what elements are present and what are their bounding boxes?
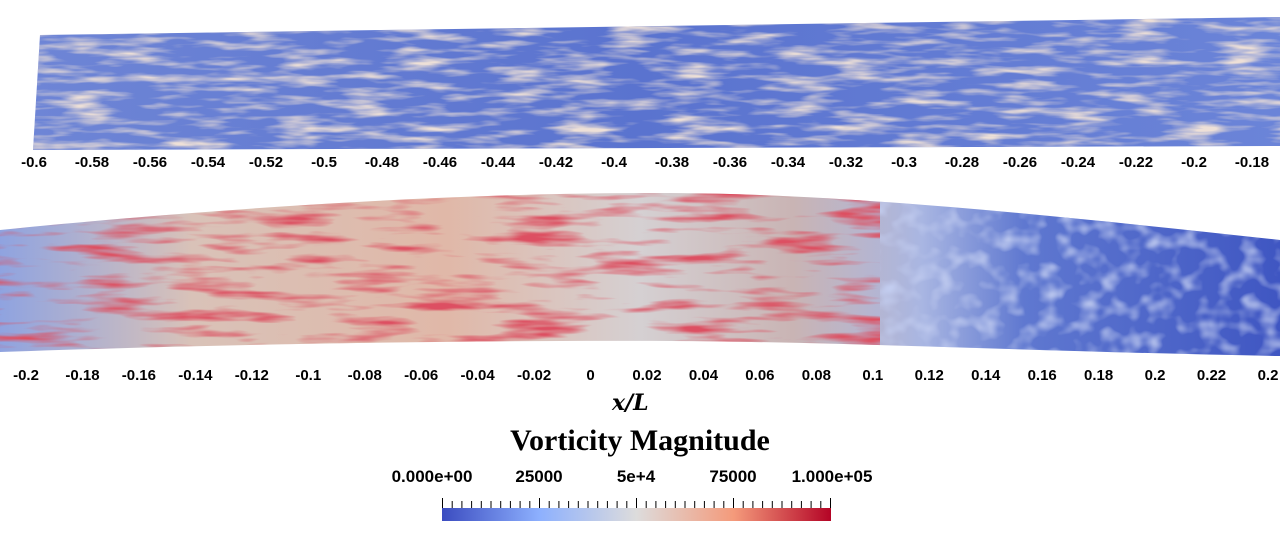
bottom-axis-tick-label: -0.12: [234, 367, 269, 384]
bottom-axis-tick-label: -0.04: [460, 367, 495, 384]
bottom-axis-tick-label: 0.2: [1257, 367, 1279, 384]
bottom-axis-tick-label: -0.16: [121, 367, 157, 384]
bump-contour-panel: [0, 192, 1280, 356]
top-axis-tick-label: -0.6: [21, 154, 47, 171]
top-axis-tick-label: -0.38: [654, 154, 690, 171]
top-axis-tick-label: -0.18: [1234, 154, 1270, 171]
top-axis-tick-label: -0.58: [74, 154, 110, 171]
top-axis-tick-label: -0.42: [538, 154, 574, 171]
top-axis-tick-label: -0.4: [601, 154, 627, 171]
top-axis-tick-label: -0.52: [248, 154, 284, 171]
bottom-axis-tick-label: 0.1: [862, 367, 884, 384]
top-axis-tick-label: -0.5: [311, 154, 337, 171]
top-axis-tick-label: -0.26: [1002, 154, 1038, 171]
top-axis-tick-label: -0.2: [1181, 154, 1207, 171]
colorbar-title: Vorticity Magnitude: [510, 424, 770, 457]
colorbar-tick-label: 1.000e+05: [791, 467, 873, 486]
bottom-axis-tick-label: -0.02: [516, 367, 552, 384]
bottom-axis-tick-label: -0.14: [178, 367, 213, 384]
bottom-axis-tick-label: 0.16: [1027, 367, 1057, 384]
top-axis-tick-label: -0.54: [190, 154, 226, 171]
bottom-axis-tick-label: -0.18: [65, 367, 100, 384]
bottom-axis-tick-label: 0.14: [971, 367, 1001, 384]
top-axis-tick-label: -0.56: [132, 154, 168, 171]
bottom-axis-tick-label: -0.2: [13, 367, 39, 384]
colorbar-ticks: [442, 498, 831, 508]
top-axis-tick-label: -0.46: [422, 154, 458, 171]
bottom-axis-tick-label: 0.08: [801, 367, 831, 384]
colorbar-tick-label: 25000: [515, 467, 563, 486]
colorbar-tick-label: 0.000e+00: [391, 467, 473, 486]
top-axis-tick-label: -0.32: [828, 154, 864, 171]
bottom-axis-tick-label: 0.04: [688, 367, 719, 384]
bottom-axis-tick-label: -0.08: [347, 367, 382, 384]
bottom-axis-tick-label: 0: [586, 367, 595, 384]
top-axis-tick-label: -0.44: [480, 154, 516, 171]
bottom-axis-tick-label: 0.12: [914, 367, 944, 384]
bottom-axis-tick-label: -0.1: [295, 367, 322, 384]
colorbar-tick-label: 75000: [709, 467, 757, 486]
bottom-axis-tick-label: 0.02: [632, 367, 662, 384]
upstream-contour-panel: [33, 17, 1280, 150]
x-axis-label: x/L: [612, 390, 649, 416]
top-axis-tick-label: -0.28: [944, 154, 980, 171]
bottom-axis-tick-label: -0.06: [404, 367, 439, 384]
bottom-axis-tick-label: 0.18: [1084, 367, 1114, 384]
top-axis-tick-label: -0.34: [770, 154, 806, 171]
top-axis-tick-label: -0.36: [712, 154, 748, 171]
colorbar-gradient: [442, 508, 831, 521]
top-axis-tick-label: -0.48: [364, 154, 400, 171]
colorbar-tick-label: 5e+4: [616, 467, 656, 486]
bottom-axis-tick-label: 0.06: [745, 367, 775, 384]
bottom-axis-tick-label: 0.22: [1196, 367, 1227, 384]
top-axis-tick-label: -0.22: [1118, 154, 1154, 171]
top-axis-tick-label: -0.24: [1060, 154, 1096, 171]
colorbar: [442, 498, 831, 521]
top-axis-tick-label: -0.3: [891, 154, 917, 171]
bottom-axis-tick-label: 0.2: [1144, 367, 1166, 384]
